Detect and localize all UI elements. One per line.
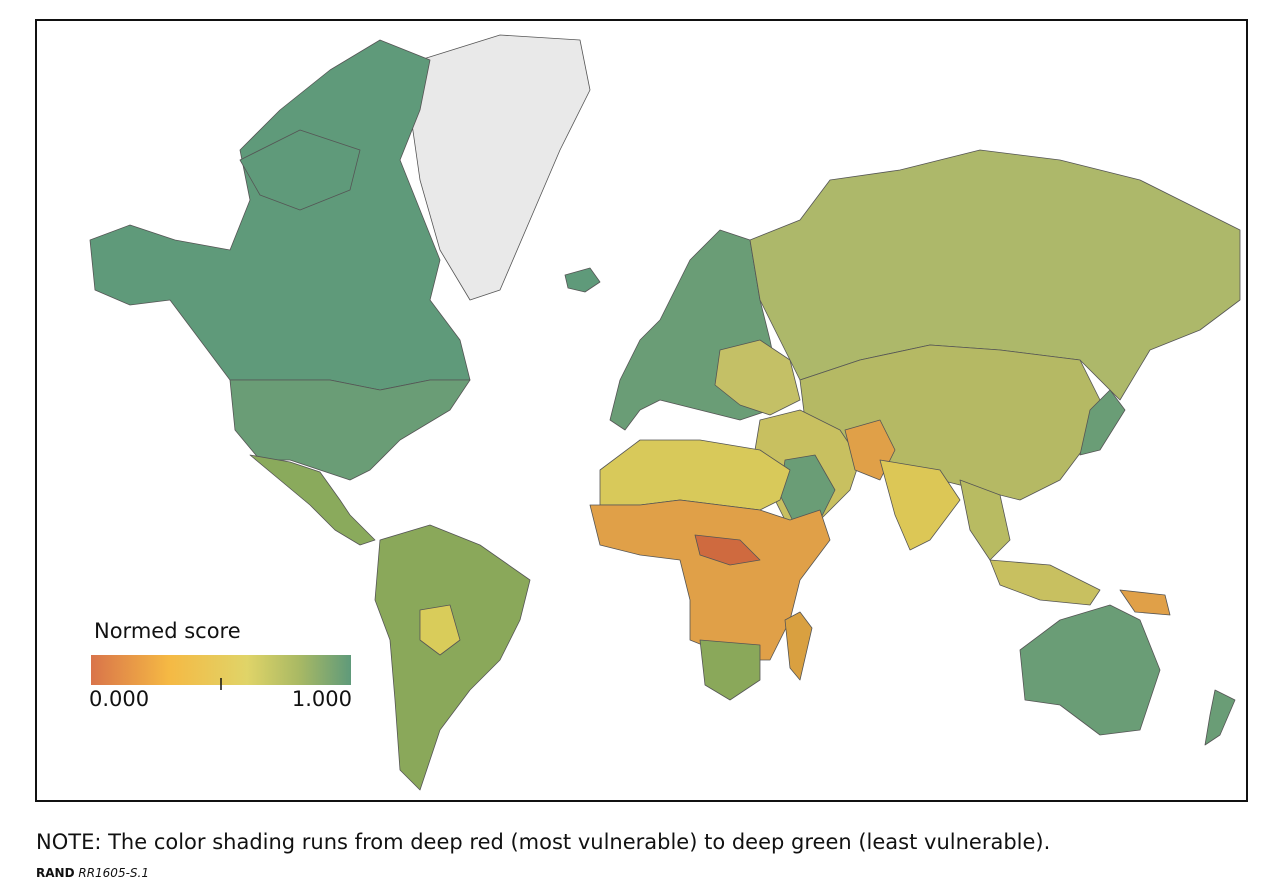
south-africa bbox=[699, 639, 761, 701]
mexico-central-america bbox=[249, 454, 376, 546]
legend-title: Normed score bbox=[94, 619, 241, 643]
eastern-europe bbox=[714, 339, 801, 416]
source-org: RAND bbox=[36, 866, 75, 880]
map-land bbox=[89, 34, 1241, 791]
japan bbox=[1079, 389, 1126, 456]
source-id: RR1605-S.1 bbox=[78, 866, 149, 880]
papua-new-guinea bbox=[1119, 589, 1171, 616]
iceland bbox=[564, 267, 601, 293]
source: RAND RR1605-S.1 bbox=[36, 866, 149, 880]
australia bbox=[1019, 604, 1161, 736]
map-figure: Normed score 0.000 1.000 bbox=[35, 19, 1248, 802]
canada-alaska bbox=[89, 39, 471, 391]
southeast-asia bbox=[959, 479, 1011, 561]
arctic-islands bbox=[239, 129, 361, 211]
note: NOTE: The color shading runs from deep r… bbox=[36, 830, 1051, 854]
indonesia bbox=[989, 559, 1101, 606]
madagascar bbox=[784, 611, 813, 681]
new-zealand bbox=[1204, 689, 1236, 746]
legend-max-label: 1.000 bbox=[292, 687, 352, 711]
india bbox=[879, 459, 961, 551]
central-africa bbox=[589, 499, 831, 661]
bolivia bbox=[419, 604, 461, 656]
legend-min-label: 0.000 bbox=[89, 687, 149, 711]
south-america bbox=[374, 524, 531, 791]
car-south-sudan bbox=[694, 534, 761, 566]
greenland bbox=[409, 34, 591, 301]
